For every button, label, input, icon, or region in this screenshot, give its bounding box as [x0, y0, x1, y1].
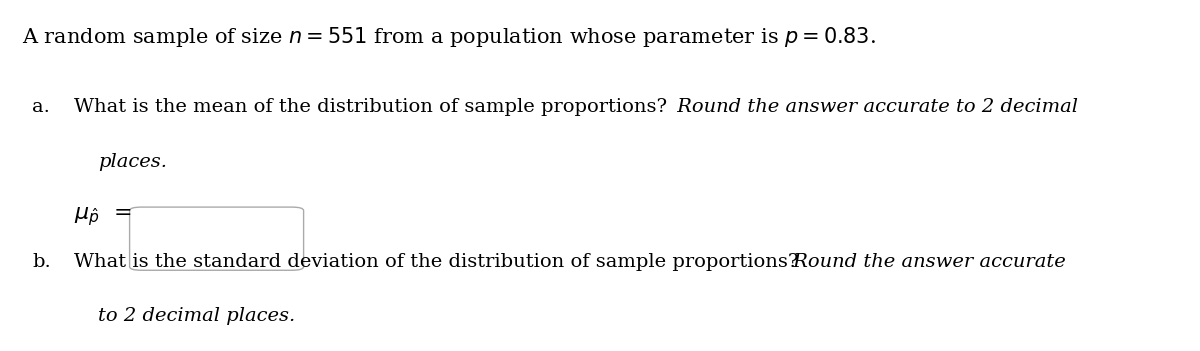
Text: places.: places. [98, 153, 168, 171]
Text: b.: b. [32, 253, 52, 271]
Text: to 2 decimal places.: to 2 decimal places. [98, 307, 295, 325]
Text: A random sample of size $n = 551$ from a population whose parameter is $p = 0.83: A random sample of size $n = 551$ from a… [22, 25, 876, 48]
Text: What is the standard deviation of the distribution of sample proportions?: What is the standard deviation of the di… [74, 253, 799, 271]
Text: $\mu_{\hat{p}}$  =: $\mu_{\hat{p}}$ = [74, 205, 132, 228]
Text: a.: a. [32, 98, 50, 116]
Text: What is the mean of the distribution of sample proportions?: What is the mean of the distribution of … [74, 98, 667, 116]
FancyBboxPatch shape [130, 207, 304, 270]
Text: Round the answer accurate: Round the answer accurate [787, 253, 1066, 271]
Text: Round the answer accurate to 2 decimal: Round the answer accurate to 2 decimal [671, 98, 1078, 116]
